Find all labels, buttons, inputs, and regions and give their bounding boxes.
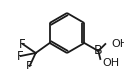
Text: F: F	[17, 49, 24, 63]
Text: OH: OH	[111, 39, 124, 49]
Text: OH: OH	[102, 58, 119, 68]
Text: F: F	[19, 37, 26, 51]
Text: B: B	[94, 45, 103, 57]
Text: F: F	[26, 59, 33, 69]
